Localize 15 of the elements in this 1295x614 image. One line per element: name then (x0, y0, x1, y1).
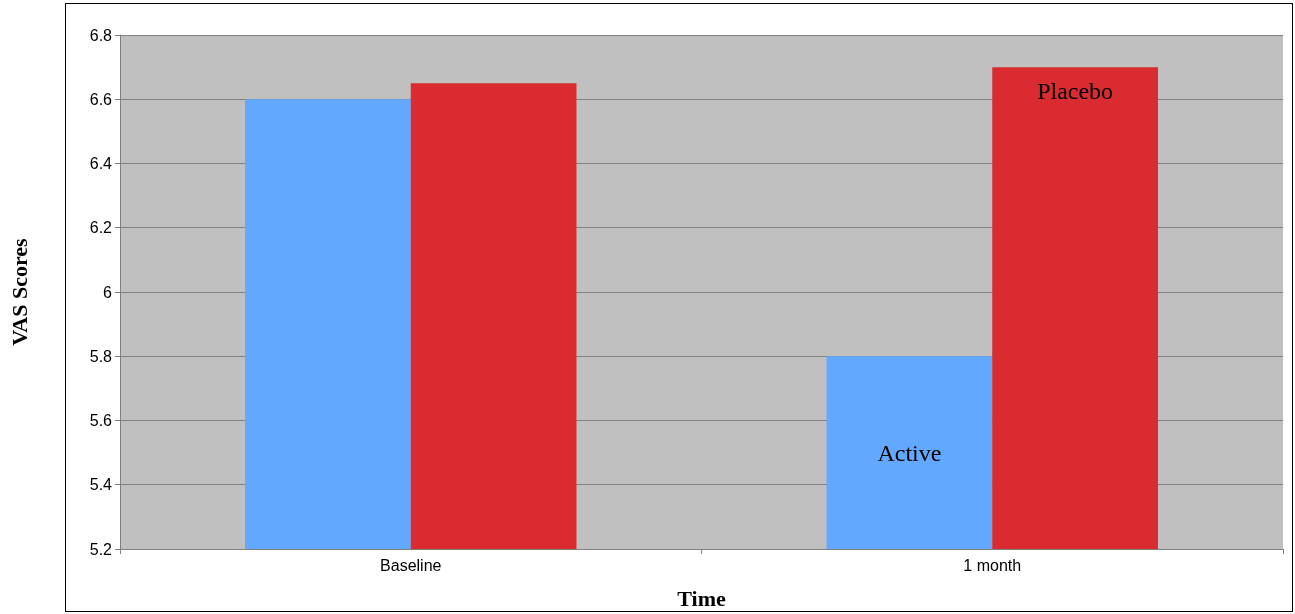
y-axis-title: VAS Scores (6, 237, 32, 346)
x-axis-title: Time (677, 585, 726, 611)
series-label: Active (877, 439, 942, 466)
y-tick-label: 6.4 (89, 155, 113, 172)
y-tick-label: 6.2 (89, 219, 113, 237)
y-tick-label: 6.6 (89, 90, 113, 108)
x-tick-label: Baseline (380, 556, 442, 574)
x-tick-label: 1 month (963, 556, 1022, 574)
y-tick-label: 5.8 (89, 347, 113, 365)
y-tick-label: 5.4 (89, 476, 113, 494)
series-label: Placebo (1037, 78, 1114, 105)
y-tick-label: 6 (103, 283, 113, 301)
y-tick-label: 6.8 (89, 26, 113, 44)
y-tick-label: 5.6 (89, 412, 113, 429)
y-tick-label: 5.2 (89, 540, 113, 558)
